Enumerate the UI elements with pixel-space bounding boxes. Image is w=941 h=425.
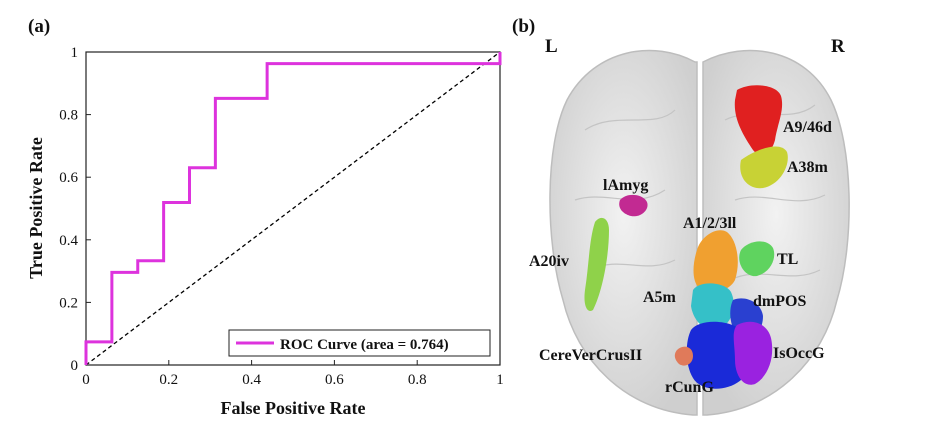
region-a5m [691, 283, 734, 331]
y-axis-ticks: 0 0.2 0.4 0.6 0.8 1 [59, 45, 91, 374]
legend: ROC Curve (area = 0.764) [228, 329, 491, 357]
label-isoccg: IsOccG [773, 345, 825, 362]
x-axis-label: False Positive Rate [221, 398, 366, 418]
region-lamyg [619, 194, 648, 217]
x-tick-label: 0.8 [408, 372, 427, 388]
y-tick-label: 0.8 [59, 108, 78, 124]
right-hemisphere-label: R [831, 36, 845, 57]
x-axis-ticks: 0 0.2 0.4 0.6 0.8 1 [82, 360, 504, 388]
y-tick-label: 0.2 [59, 295, 78, 311]
label-a38m: A38m [787, 159, 829, 176]
label-a20iv: A20iv [529, 253, 569, 270]
y-tick-label: 0.4 [59, 233, 78, 249]
x-tick-label: 0.4 [242, 372, 261, 388]
y-axis-label: True Positive Rate [26, 137, 46, 279]
region-tl [739, 241, 775, 277]
label-a5m: A5m [643, 289, 677, 306]
y-tick-label: 0.6 [59, 170, 78, 186]
series-layer [84, 51, 502, 366]
region-a9-46d [734, 85, 783, 156]
panel-b-label: (b) [512, 16, 536, 37]
label-lamyg: lAmyg [603, 177, 648, 194]
region-rcung [686, 321, 749, 389]
label-a1-2-3ll: A1/2/3ll [683, 215, 737, 232]
region-cerevercrusii [674, 346, 693, 366]
brain-diagram: L R A9/46d A38m lAmyg A1/2/3ll A20iv TL … [529, 36, 850, 416]
y-tick-label: 0 [71, 358, 79, 374]
y-tick-label: 1 [71, 45, 79, 61]
x-tick-label: 0.6 [325, 372, 344, 388]
region-a20iv [584, 217, 609, 311]
label-dmpos: dmPOS [753, 293, 806, 310]
label-rcung: rCunG [665, 379, 714, 396]
panel-a-label: (a) [28, 16, 51, 37]
label-tl: TL [777, 251, 798, 268]
x-tick-label: 0 [82, 372, 90, 388]
left-hemisphere-label: L [545, 36, 558, 57]
roc-chart: 0 0.2 0.4 0.6 0.8 1 0 0.2 0.4 0.6 0.8 1 False Posi… [26, 45, 504, 418]
legend-entry: ROC Curve (area = 0.764) [280, 337, 449, 353]
chance-line [85, 51, 501, 366]
region-a38m [740, 146, 788, 189]
x-tick-label: 1 [496, 372, 504, 388]
region-a1-2-3ll [693, 230, 738, 293]
label-cerevercrusii: CereVerCrusII [539, 347, 642, 364]
roc-curve [84, 52, 502, 365]
label-a9-46d: A9/46d [783, 119, 832, 136]
x-tick-label: 0.2 [159, 372, 178, 388]
region-isoccg [733, 321, 773, 385]
